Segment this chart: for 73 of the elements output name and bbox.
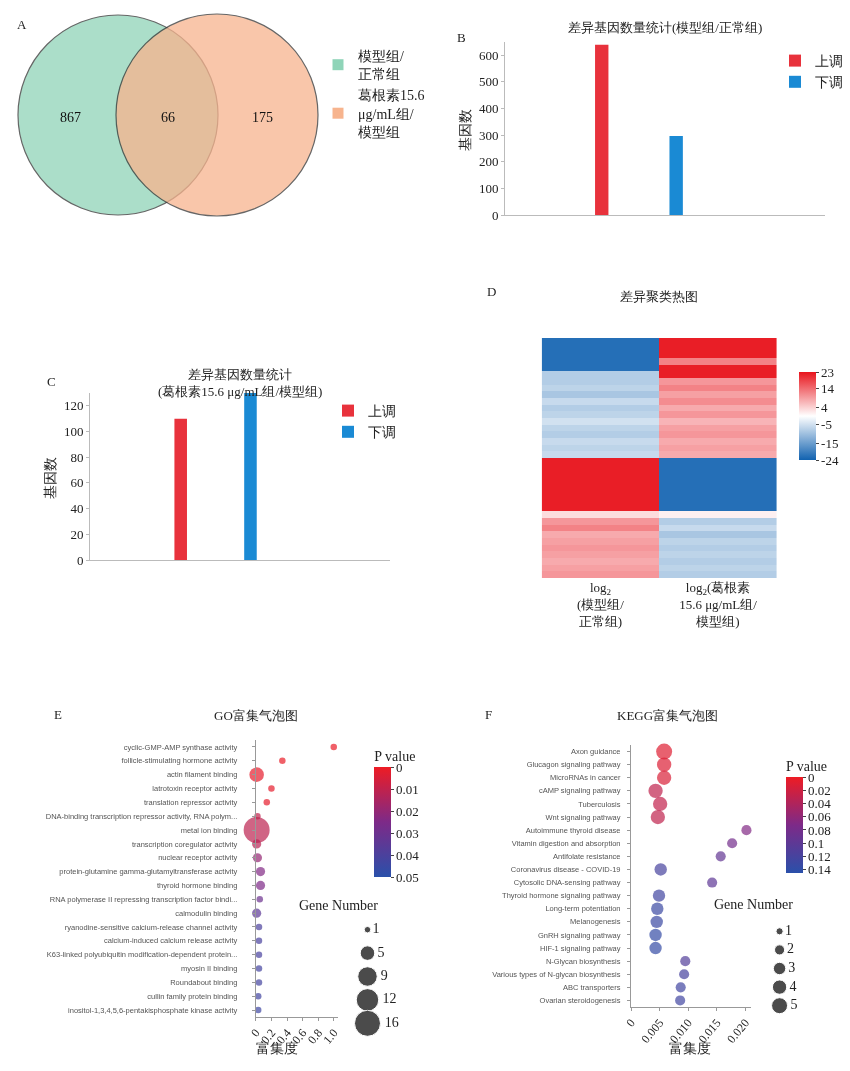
x-tick-label: log$_{2}$(葛根素 15.6 μg/mL组/ 模型组) — [679, 580, 758, 629]
y-tick-label: 120 — [63, 398, 84, 414]
y-tick-label: 400 — [478, 101, 499, 117]
legend-label: 9 — [380, 968, 388, 983]
text: 66 — [161, 110, 175, 125]
y-tick-label: 200 — [478, 154, 499, 170]
text: D — [487, 284, 497, 299]
y-tick-label: 40 — [70, 501, 84, 517]
chart-title: GO富集气泡图 — [214, 708, 298, 723]
color-bar-label: 0.04 — [396, 847, 420, 863]
y-tick-label: 60 — [70, 475, 84, 491]
color-bar-label: 0.1 — [808, 835, 825, 851]
color-bar-label: 0.05 — [396, 869, 419, 885]
legend-label: 下调 — [815, 75, 843, 91]
legend-label: 葛根素15.6 μg/mL组/ 模型组 — [358, 88, 425, 140]
legend-title: Gene Number — [299, 898, 379, 913]
y-axis-title: 基因数 — [457, 108, 473, 151]
legend-label: 1 — [785, 922, 793, 938]
legend-label: 5 — [790, 997, 798, 1013]
color-bar-label: 0.01 — [396, 781, 419, 797]
color-bar-label: 0.03 — [396, 825, 419, 841]
legend-label: 1 — [372, 921, 380, 937]
y-tick-label: 20 — [70, 526, 84, 542]
y-tick-label: 80 — [70, 449, 84, 465]
chart-title: 差异聚类热图 — [620, 289, 698, 304]
y-tick-label: 100 — [478, 180, 499, 196]
color-bar-label: 0.02 — [808, 782, 831, 798]
legend-label: 3 — [788, 960, 796, 975]
color-bar-label: 0.06 — [808, 809, 832, 825]
y-axis-title: 基因数 — [42, 456, 58, 499]
color-bar-label: 14 — [821, 381, 835, 397]
color-bar-label: 0.04 — [808, 796, 832, 812]
legend-label: 12 — [382, 991, 397, 1007]
x-axis-title: 富集度 — [669, 1041, 711, 1056]
color-bar-label: 23 — [821, 364, 835, 380]
x-tick-label: 0 — [623, 1016, 638, 1030]
color-bar-label: 4 — [821, 400, 829, 416]
text: B — [457, 30, 466, 45]
legend-label: 5 — [377, 944, 385, 960]
color-bar-label: 0.14 — [808, 862, 832, 878]
legend-label: 下调 — [368, 425, 396, 441]
text: C — [47, 374, 56, 389]
text: F — [485, 707, 493, 722]
y-tick-label: 500 — [478, 74, 499, 90]
color-bar-label: 0.12 — [808, 849, 831, 864]
y-tick-label: 0 — [491, 207, 499, 223]
color-bar-label: -24 — [821, 452, 839, 468]
chart-title: 差异基因数量统计 (葛根素15.6 μg/mL组/模型组) — [158, 367, 323, 399]
color-bar-label: 0.08 — [808, 822, 831, 838]
legend-title: Gene Number — [714, 897, 794, 912]
color-bar-label: 0.02 — [396, 803, 419, 819]
y-tick-label: 100 — [63, 424, 84, 440]
chart-title: KEGG富集气泡图 — [617, 708, 719, 723]
color-bar-title: P value — [374, 748, 416, 764]
y-tick-label: 600 — [478, 47, 499, 63]
y-tick-label: 300 — [478, 127, 499, 143]
legend-label: 16 — [384, 1014, 399, 1030]
legend-label: 2 — [786, 941, 794, 957]
legend-label: 4 — [789, 978, 797, 994]
text: 867 — [60, 110, 81, 125]
text: 175 — [252, 110, 273, 125]
legend-label: 上调 — [815, 54, 843, 70]
y-tick-label: 0 — [76, 552, 84, 568]
chart-title: 差异基因数量统计(模型组/正常组) — [568, 20, 763, 35]
color-bar-label: -5 — [821, 416, 832, 432]
color-bar-label: -15 — [821, 435, 839, 451]
legend-label: 模型组/ 正常组 — [358, 49, 404, 83]
x-tick-label: 0 — [248, 1026, 263, 1040]
color-bar-title: P value — [786, 758, 828, 774]
x-tick-label: log$_{2}$ (模型组/ 正常组) — [577, 580, 625, 629]
text: A — [17, 17, 27, 32]
text: E — [54, 707, 62, 722]
legend-label: 上调 — [368, 404, 396, 420]
